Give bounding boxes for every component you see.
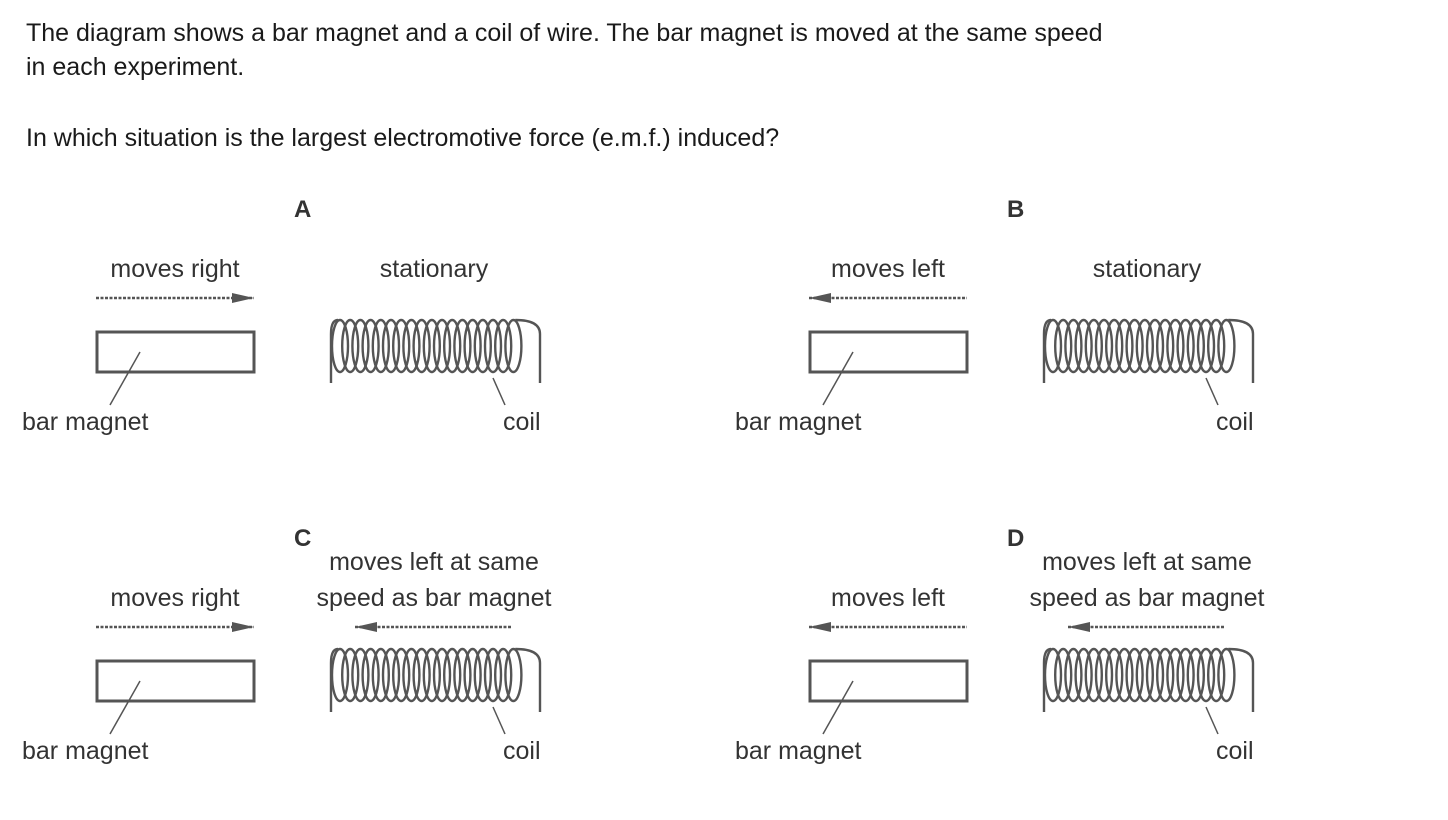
coil-label: coil <box>1216 408 1254 436</box>
experiment-diagram <box>808 293 1255 406</box>
bar-magnet-icon <box>95 659 256 703</box>
coil-motion-label-line2: speed as bar magnet <box>1029 584 1265 612</box>
magnet-leader-line <box>109 680 141 735</box>
coil-motion-label-line2: stationary <box>379 255 489 283</box>
option-letter: C <box>294 525 312 552</box>
bar-magnet-icon <box>808 330 969 374</box>
magnet-leader-line <box>109 351 141 406</box>
coil-icon <box>329 647 542 712</box>
magnet-motion-label: moves right <box>110 584 240 612</box>
magnet-arrow-icon <box>809 293 967 303</box>
experiment-diagram <box>95 293 542 406</box>
coil-leader-line <box>492 706 506 735</box>
magnet-motion-label: moves left <box>831 255 945 283</box>
magnet-arrow-icon <box>96 293 254 303</box>
question-line-1: The diagram shows a bar magnet and a coi… <box>26 19 1103 47</box>
coil-leader-line <box>1205 706 1219 735</box>
question-prompt: In which situation is the largest electr… <box>26 124 780 152</box>
magnet-motion-label: moves left <box>831 584 945 612</box>
coil-motion-label-line1: moves left at same <box>1042 548 1252 576</box>
coil-motion-label-line2: stationary <box>1092 255 1202 283</box>
coil-icon <box>1042 318 1255 383</box>
magnet-arrow-icon <box>809 622 967 632</box>
coil-leader-line <box>1205 377 1219 406</box>
coil-icon <box>1042 647 1255 712</box>
bar-magnet-label: bar magnet <box>735 408 862 436</box>
question-line-2: in each experiment. <box>26 53 245 81</box>
bar-magnet-label: bar magnet <box>735 737 862 765</box>
bar-magnet-icon <box>808 659 969 703</box>
coil-label: coil <box>1216 737 1254 765</box>
magnet-leader-line <box>822 351 854 406</box>
coil-leader-line <box>492 377 506 406</box>
bar-magnet-label: bar magnet <box>22 408 149 436</box>
option-letter: D <box>1007 525 1025 552</box>
question-text: The diagram shows a bar magnet and a coi… <box>26 16 1103 84</box>
coil-motion-label-line2: speed as bar magnet <box>316 584 552 612</box>
option-letter: B <box>1007 196 1025 223</box>
experiment-diagram <box>95 622 542 735</box>
magnet-motion-label: moves right <box>110 255 240 283</box>
coil-label: coil <box>503 737 541 765</box>
option-letter: A <box>294 196 312 223</box>
magnet-leader-line <box>822 680 854 735</box>
magnet-arrow-icon <box>96 622 254 632</box>
coil-motion-label-line1: moves left at same <box>329 548 539 576</box>
coil-arrow-icon <box>1068 622 1225 632</box>
bar-magnet-label: bar magnet <box>22 737 149 765</box>
experiment-diagram <box>808 622 1255 735</box>
coil-label: coil <box>503 408 541 436</box>
coil-icon <box>329 318 542 383</box>
bar-magnet-icon <box>95 330 256 374</box>
coil-arrow-icon <box>355 622 512 632</box>
